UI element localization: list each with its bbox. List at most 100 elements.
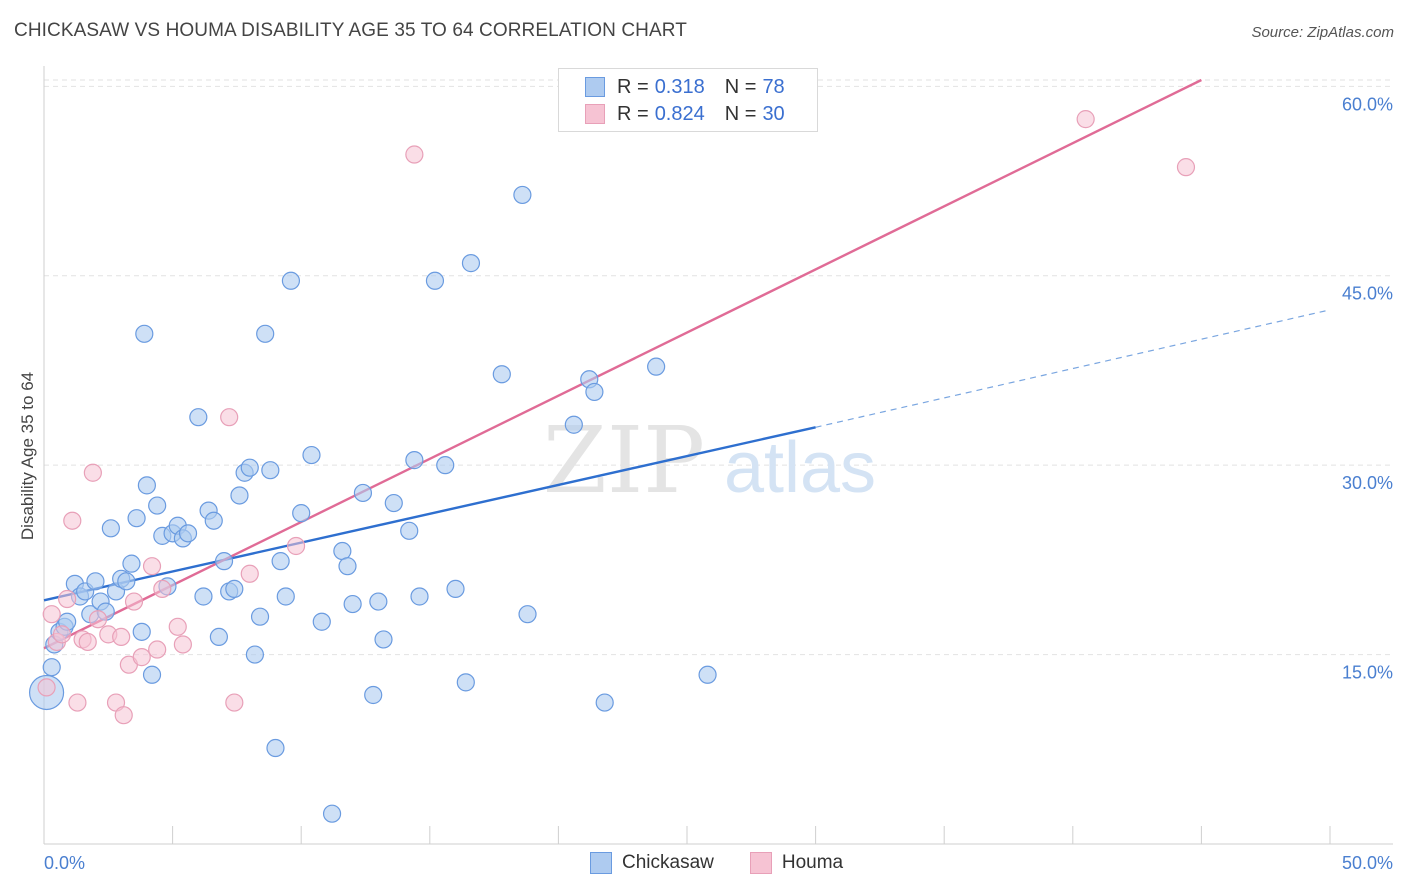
chickasaw-point[interactable] xyxy=(122,554,141,573)
houma-point[interactable] xyxy=(52,625,72,644)
chickasaw-point[interactable] xyxy=(135,324,154,343)
chickasaw-point[interactable] xyxy=(364,685,383,705)
chickasaw-point[interactable] xyxy=(250,607,270,626)
chickasaw-point[interactable] xyxy=(225,579,244,599)
trend-chickasaw-dashed xyxy=(815,309,1331,428)
chickasaw-point[interactable] xyxy=(492,365,511,384)
houma-point[interactable] xyxy=(1076,110,1095,129)
chickasaw-point[interactable] xyxy=(276,587,295,606)
chickasaw-point[interactable] xyxy=(353,483,373,503)
chickasaw-point[interactable] xyxy=(245,645,265,664)
chickasaw-point[interactable] xyxy=(369,592,388,611)
chickasaw-point[interactable] xyxy=(456,673,475,692)
chickasaw-point[interactable] xyxy=(384,493,403,513)
chickasaw-point[interactable] xyxy=(343,594,362,614)
houma-point[interactable] xyxy=(42,605,61,624)
chickasaw-point[interactable] xyxy=(42,658,61,677)
chickasaw-point[interactable] xyxy=(410,587,429,606)
houma-point[interactable] xyxy=(88,610,108,629)
chickasaw-point[interactable] xyxy=(230,486,249,505)
chickasaw-point[interactable] xyxy=(374,630,393,649)
chickasaw-point[interactable] xyxy=(281,271,301,290)
chickasaw-point[interactable] xyxy=(400,521,419,540)
chickasaw-point[interactable] xyxy=(595,693,614,712)
r-value: 0.318 xyxy=(654,75,705,98)
chickasaw-point[interactable] xyxy=(178,524,198,543)
chickasaw-point[interactable] xyxy=(518,605,537,624)
houma-point[interactable] xyxy=(220,408,239,427)
chickasaw-point[interactable] xyxy=(86,572,105,591)
legend-item-houma[interactable]: Houma xyxy=(749,852,843,874)
chickasaw-point[interactable] xyxy=(436,456,455,475)
source-label: Source: ZipAtlas.com xyxy=(1251,24,1394,41)
chickasaw-point[interactable] xyxy=(322,804,342,823)
chickasaw-point[interactable] xyxy=(256,324,275,343)
chickasaw-point[interactable] xyxy=(117,572,136,591)
houma-point[interactable] xyxy=(148,640,167,659)
chickasaw-point[interactable] xyxy=(127,509,146,528)
chickasaw-point[interactable] xyxy=(585,382,604,402)
series-chickasaw xyxy=(28,185,717,823)
chickasaw-point[interactable] xyxy=(333,541,352,561)
chickasaw-point[interactable] xyxy=(137,476,156,495)
legend-row-chickasaw: R = 0.318 N = 78 xyxy=(585,74,785,100)
chickasaw-point[interactable] xyxy=(405,451,424,470)
chickasaw-point[interactable] xyxy=(194,587,213,606)
chickasaw-point[interactable] xyxy=(564,415,583,434)
chickasaw-point[interactable] xyxy=(461,254,481,273)
chickasaw-point[interactable] xyxy=(101,519,120,538)
chickasaw-point[interactable] xyxy=(142,665,162,684)
houma-point[interactable] xyxy=(168,617,187,636)
chickasaw-point[interactable] xyxy=(209,627,228,646)
correlation-legend: R = 0.318 N = 78 R = 0.824 N = 30 xyxy=(558,68,818,132)
chickasaw-point[interactable] xyxy=(148,496,167,515)
r-value: 0.824 xyxy=(654,102,705,125)
n-value: 78 xyxy=(762,75,785,98)
houma-point[interactable] xyxy=(68,693,87,712)
houma-point[interactable] xyxy=(142,557,162,576)
chickasaw-point[interactable] xyxy=(698,665,717,684)
chickasaw-point[interactable] xyxy=(214,552,234,571)
chickasaw-point[interactable] xyxy=(312,612,331,631)
houma-point[interactable] xyxy=(405,145,424,164)
houma-point[interactable] xyxy=(1176,158,1196,177)
chickasaw-point[interactable] xyxy=(338,557,357,576)
y-tick-label-3: 60.0% xyxy=(1342,94,1393,114)
chickasaw-point[interactable] xyxy=(302,445,321,465)
houma-point[interactable] xyxy=(112,627,131,646)
chickasaw-point[interactable] xyxy=(189,408,208,427)
houma-point[interactable] xyxy=(63,511,82,530)
chickasaw-point[interactable] xyxy=(647,357,666,376)
houma-point[interactable] xyxy=(153,579,172,599)
chickasaw-swatch xyxy=(590,852,612,874)
houma-point[interactable] xyxy=(83,463,102,482)
chickasaw-point[interactable] xyxy=(292,504,311,523)
chickasaw-point[interactable] xyxy=(266,738,285,758)
chickasaw-point[interactable] xyxy=(240,458,259,477)
x-tick-min: 0.0% xyxy=(44,853,85,873)
legend-item-chickasaw[interactable]: Chickasaw xyxy=(590,852,714,874)
y-tick-label-2: 45.0% xyxy=(1342,284,1393,304)
chickasaw-point[interactable] xyxy=(446,579,465,599)
houma-point[interactable] xyxy=(58,589,77,609)
y-tick-label-0: 15.0% xyxy=(1342,663,1393,683)
trend-line-chickasaw xyxy=(43,309,1331,602)
houma-point[interactable] xyxy=(78,632,97,652)
chickasaw-point[interactable] xyxy=(271,552,290,571)
houma-point[interactable] xyxy=(37,678,56,697)
houma-point[interactable] xyxy=(225,693,244,712)
houma-point[interactable] xyxy=(173,635,192,654)
chickasaw-point[interactable] xyxy=(261,461,280,480)
houma-point[interactable] xyxy=(114,706,133,725)
chickasaw-point[interactable] xyxy=(132,622,151,641)
houma-point[interactable] xyxy=(286,536,306,556)
chickasaw-point[interactable] xyxy=(425,271,445,290)
r-label: R = xyxy=(617,102,649,125)
houma-point[interactable] xyxy=(124,592,144,611)
chart-title: CHICKASAW VS HOUMA DISABILITY AGE 35 TO … xyxy=(14,20,687,41)
chickasaw-point[interactable] xyxy=(204,511,223,530)
houma-point[interactable] xyxy=(132,648,151,667)
houma-point[interactable] xyxy=(240,564,259,583)
chickasaw-point[interactable] xyxy=(513,185,532,205)
